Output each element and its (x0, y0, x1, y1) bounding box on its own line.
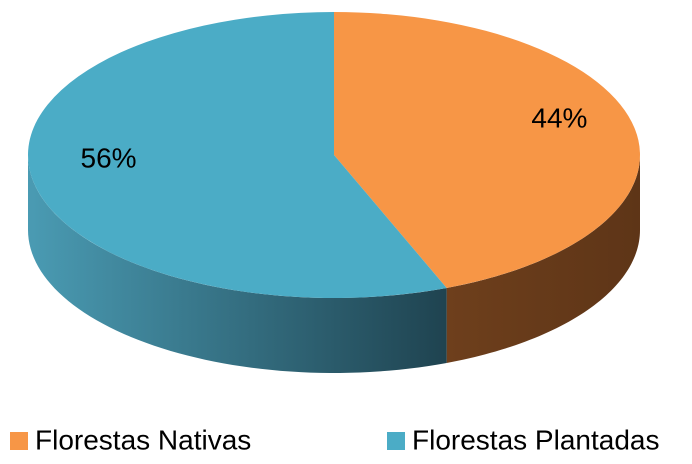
slice-side (446, 155, 640, 363)
slice (28, 12, 447, 298)
legend-swatch (387, 432, 405, 450)
legend: Florestas Nativas Florestas Plantadas (10, 424, 659, 455)
pie: 44% 56% (28, 11, 641, 373)
slice (334, 11, 641, 288)
data-label: 56% (81, 142, 137, 173)
slice-side (28, 155, 447, 373)
legend-label: Florestas Nativas (35, 424, 251, 455)
data-label: 44% (531, 102, 587, 133)
legend-swatch (10, 432, 28, 450)
legend-label: Florestas Plantadas (412, 424, 659, 455)
